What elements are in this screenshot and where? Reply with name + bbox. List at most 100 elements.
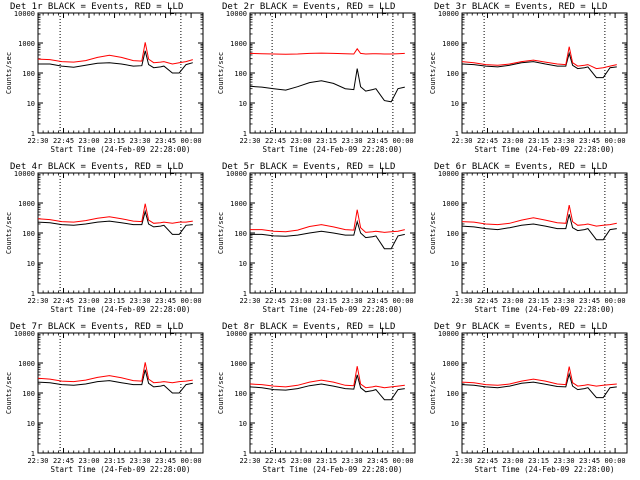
- x-tick-label: 22:45: [53, 457, 74, 465]
- y-tick-label: 100: [22, 390, 35, 398]
- chart-title: Det 9r BLACK = Events, RED = LLD: [434, 322, 607, 332]
- y-tick-label: 100: [234, 230, 247, 238]
- x-axis-label: Start Time (24-Feb-09 22:28:00): [51, 305, 191, 314]
- x-tick-label: 22:45: [477, 457, 498, 465]
- x-tick-label: 23:45: [155, 137, 176, 145]
- x-axis-label: Start Time (24-Feb-09 22:28:00): [263, 145, 403, 154]
- y-tick-label: 10: [451, 420, 459, 428]
- x-tick-label: 22:45: [265, 297, 286, 305]
- x-tick-label: 00:00: [605, 137, 626, 145]
- y-tick-label: 10: [27, 100, 35, 108]
- y-axis-label: Counts/sec: [5, 212, 13, 254]
- x-tick-label: 23:00: [502, 457, 523, 465]
- y-tick-label: 10000: [226, 170, 247, 178]
- x-tick-label: 22:30: [239, 137, 260, 145]
- chart-title: Det 7r BLACK = Events, RED = LLD: [10, 322, 183, 332]
- x-tick-label: 23:45: [579, 137, 600, 145]
- plot-frame: [461, 332, 628, 454]
- y-tick-label: 1: [455, 450, 459, 458]
- y-tick-label: 10000: [438, 330, 459, 338]
- x-tick-label: 23:15: [316, 457, 337, 465]
- y-tick-label: 10: [451, 260, 459, 268]
- y-tick-label: 100: [22, 230, 35, 238]
- x-tick-label: 22:45: [265, 137, 286, 145]
- x-axis-label: Start Time (24-Feb-09 22:28:00): [51, 465, 191, 474]
- y-tick-label: 1000: [18, 360, 35, 368]
- x-tick-label: 22:45: [53, 137, 74, 145]
- y-tick-label: 1000: [18, 40, 35, 48]
- y-tick-label: 1: [455, 290, 459, 298]
- y-axis-label: Counts/sec: [5, 372, 13, 414]
- y-tick-label: 100: [446, 390, 459, 398]
- x-axis-label: Start Time (24-Feb-09 22:28:00): [475, 305, 615, 314]
- y-tick-label: 1: [455, 130, 459, 138]
- chart-title: Det 8r BLACK = Events, RED = LLD: [222, 322, 395, 332]
- legend-mark: L: [593, 7, 598, 17]
- x-tick-label: 22:30: [27, 137, 48, 145]
- legend-mark: L: [169, 7, 174, 17]
- x-tick-label: 23:15: [528, 457, 549, 465]
- x-axis-label: Start Time (24-Feb-09 22:28:00): [475, 465, 615, 474]
- x-tick-label: 23:45: [155, 297, 176, 305]
- x-tick-label: 22:30: [239, 457, 260, 465]
- y-tick-label: 10000: [14, 330, 35, 338]
- y-tick-label: 10: [27, 420, 35, 428]
- x-tick-label: 00:00: [605, 457, 626, 465]
- y-tick-label: 100: [446, 230, 459, 238]
- y-tick-label: 1000: [442, 360, 459, 368]
- x-tick-label: 23:15: [104, 457, 125, 465]
- y-tick-label: 1000: [18, 200, 35, 208]
- y-tick-label: 100: [446, 70, 459, 78]
- y-tick-label: 10: [27, 260, 35, 268]
- x-tick-label: 23:45: [579, 297, 600, 305]
- x-tick-label: 00:00: [605, 297, 626, 305]
- lld-series-line: [37, 362, 193, 384]
- y-tick-label: 1: [31, 130, 35, 138]
- x-tick-label: 23:45: [367, 137, 388, 145]
- plot-frame: [249, 332, 416, 454]
- x-tick-label: 23:30: [130, 457, 151, 465]
- x-tick-label: 00:00: [393, 137, 414, 145]
- events-series-line: [461, 51, 617, 79]
- x-tick-label: 22:45: [477, 297, 498, 305]
- plot-frame: [461, 172, 628, 294]
- x-tick-label: 22:30: [239, 297, 260, 305]
- y-tick-label: 10: [451, 100, 459, 108]
- legend-mark: L: [381, 167, 386, 177]
- x-tick-label: 22:30: [27, 297, 48, 305]
- x-tick-label: 22:45: [53, 297, 74, 305]
- plot-frame: [249, 12, 416, 134]
- lld-series-line: [37, 203, 193, 224]
- x-tick-label: 23:00: [290, 457, 311, 465]
- x-tick-label: 23:15: [104, 297, 125, 305]
- x-tick-label: 23:45: [155, 457, 176, 465]
- y-tick-label: 10: [239, 260, 247, 268]
- legend-mark: L: [593, 167, 598, 177]
- y-tick-label: 100: [234, 70, 247, 78]
- x-tick-label: 23:30: [130, 137, 151, 145]
- x-tick-label: 23:00: [290, 297, 311, 305]
- x-tick-label: 22:30: [451, 297, 472, 305]
- x-tick-label: 23:45: [579, 457, 600, 465]
- y-tick-label: 10000: [14, 10, 35, 18]
- x-tick-label: 00:00: [393, 297, 414, 305]
- x-tick-label: 23:15: [528, 137, 549, 145]
- x-tick-label: 22:30: [451, 457, 472, 465]
- chart-title: Det 6r BLACK = Events, RED = LLD: [434, 162, 607, 172]
- x-tick-label: 23:15: [316, 297, 337, 305]
- lld-series-line: [461, 366, 617, 387]
- lld-series-line: [461, 46, 617, 70]
- y-tick-label: 1: [31, 290, 35, 298]
- x-tick-label: 23:45: [367, 457, 388, 465]
- y-tick-label: 1: [31, 450, 35, 458]
- x-tick-label: 23:15: [104, 137, 125, 145]
- x-axis-label: Start Time (24-Feb-09 22:28:00): [263, 305, 403, 314]
- chart-title: Det 3r BLACK = Events, RED = LLD: [434, 2, 607, 12]
